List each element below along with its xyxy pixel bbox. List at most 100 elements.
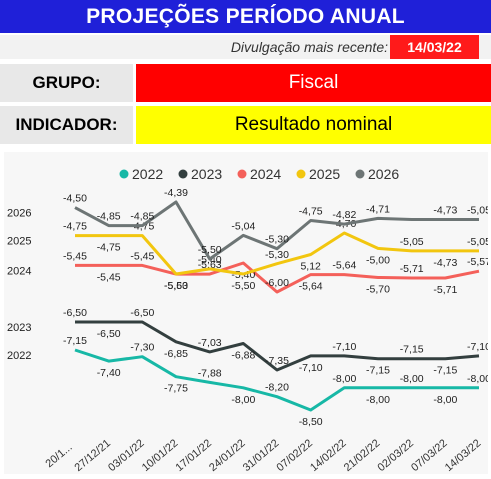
data-label: -4,75 <box>299 205 323 217</box>
grupo-value[interactable]: Fiscal <box>136 64 491 102</box>
data-label: -7,35 <box>265 355 289 367</box>
data-label: -7,10 <box>467 341 488 353</box>
x-tick-label: 02/03/22 <box>375 437 416 474</box>
x-tick-label: 31/01/22 <box>241 437 282 474</box>
data-label: -5,50 <box>164 280 188 292</box>
data-label: -5,50 <box>231 280 255 292</box>
legend-label-2023: 2023 <box>191 166 222 182</box>
divulgacao-label: Divulgação mais recente: <box>230 39 388 55</box>
data-label: 5,12 <box>300 261 321 273</box>
row-label-2025: 2025 <box>7 236 31 248</box>
data-label: -5,63 <box>198 259 222 271</box>
legend-marker-2026 <box>355 169 365 179</box>
data-label: -7,15 <box>366 365 390 377</box>
series-line-2024 <box>75 261 480 294</box>
series-line-2026 <box>74 200 479 261</box>
data-label: -6,50 <box>130 307 154 319</box>
series-line-2023 <box>75 320 480 372</box>
data-label: -5,05 <box>400 236 424 248</box>
data-label: -5,45 <box>97 271 121 283</box>
data-label: -4,73 <box>433 204 457 216</box>
data-label: -7,10 <box>299 362 323 374</box>
legend-label-2022: 2022 <box>132 166 163 182</box>
data-label: -5,30 <box>265 249 289 261</box>
data-label: -5,71 <box>400 263 424 275</box>
x-tick-label: 03/01/22 <box>106 437 147 474</box>
row-label-2024: 2024 <box>7 265 31 277</box>
x-tick-label: 10/01/22 <box>140 437 181 474</box>
legend-label-2025: 2025 <box>309 166 340 182</box>
data-label: -4,75 <box>63 221 87 233</box>
indicador-value[interactable]: Resultado nominal <box>136 106 491 144</box>
data-label: -5,64 <box>299 281 323 293</box>
data-label: -6,88 <box>231 349 255 361</box>
grupo-label: GRUPO: <box>0 64 133 102</box>
data-label: -8,00 <box>400 373 424 385</box>
data-label: -5,30 <box>265 234 289 246</box>
page-title: PROJEÇÕES PERÍODO ANUAL <box>0 0 491 33</box>
line-chart: 2022 2023 2024 2025 2026 2022 2023 2024 2025 2026… <box>7 166 491 474</box>
data-label: -5,57 <box>467 256 488 268</box>
row-label-2022: 2022 <box>7 350 31 362</box>
row-label-2023: 2023 <box>7 322 31 334</box>
data-label: -5,71 <box>433 284 457 296</box>
data-label: -8,00 <box>433 394 457 406</box>
data-label: -8,00 <box>332 373 356 385</box>
data-label: -7,03 <box>198 337 222 349</box>
data-label: -5,64 <box>332 260 356 272</box>
divulgacao-date: 14/03/22 <box>390 35 479 59</box>
x-tick-label: 24/01/22 <box>207 437 248 474</box>
data-label: -7,75 <box>164 383 188 395</box>
data-label: -7,40 <box>97 367 121 379</box>
data-label: -4,82 <box>332 209 356 221</box>
legend-marker-2022 <box>119 169 129 179</box>
data-label: -5,63 <box>164 280 188 292</box>
data-label: -7,15 <box>63 335 87 347</box>
x-tick-label: 14/02/22 <box>308 437 349 474</box>
data-label: -5,45 <box>63 250 87 262</box>
data-label: -5,05 <box>467 204 488 216</box>
x-tick-label: 27/12/21 <box>72 437 113 474</box>
row-label-2026: 2026 <box>7 208 31 220</box>
legend-label-2026: 2026 <box>368 166 399 182</box>
data-label: -5,70 <box>366 284 390 296</box>
data-label: -8,00 <box>366 394 390 406</box>
data-label: -6,00 <box>265 277 289 289</box>
x-tick-label: 20/1... <box>44 441 75 470</box>
x-tick-label: 14/03/22 <box>443 437 484 474</box>
data-label: -7,10 <box>332 341 356 353</box>
data-label: -5,50 <box>198 244 222 256</box>
x-tick-label: 17/01/22 <box>173 437 214 474</box>
data-label: -7,30 <box>130 342 154 354</box>
data-label: -8,00 <box>467 373 488 385</box>
legend-marker-2025 <box>296 169 306 179</box>
data-label: -4,71 <box>366 203 390 215</box>
x-tick-label: 21/02/22 <box>342 437 383 474</box>
data-label: -7,88 <box>198 367 222 379</box>
data-label: -4,75 <box>97 242 121 254</box>
x-tick-label: 07/02/22 <box>274 437 315 474</box>
chart-area: 2022 2023 2024 2025 2026 2022 2023 2024 2025 2026… <box>4 152 491 474</box>
data-label: -8,20 <box>265 382 289 394</box>
data-label: -5,45 <box>130 250 154 262</box>
data-label: -6,85 <box>164 348 188 360</box>
legend-marker-2023 <box>178 169 188 179</box>
data-label: -8,50 <box>299 416 323 428</box>
data-label: -7,15 <box>433 365 457 377</box>
data-label: -4,50 <box>63 193 87 205</box>
data-label: -4,85 <box>97 211 121 223</box>
data-label: -6,50 <box>63 307 87 319</box>
indicador-label: INDICADOR: <box>0 106 133 144</box>
series-line-2022 <box>74 348 479 412</box>
data-label: -5,00 <box>366 254 390 266</box>
data-label: -8,00 <box>231 394 255 406</box>
data-label: -4,39 <box>164 187 188 199</box>
series-line-2025 <box>75 231 479 276</box>
data-label: -4,73 <box>433 257 457 269</box>
legend-marker-2024 <box>237 169 247 179</box>
legend-label-2024: 2024 <box>250 166 281 182</box>
data-label: -7,15 <box>400 344 424 356</box>
data-label: -5,05 <box>467 236 488 248</box>
data-label: -5,04 <box>231 220 255 232</box>
x-tick-label: 07/03/22 <box>409 437 450 474</box>
